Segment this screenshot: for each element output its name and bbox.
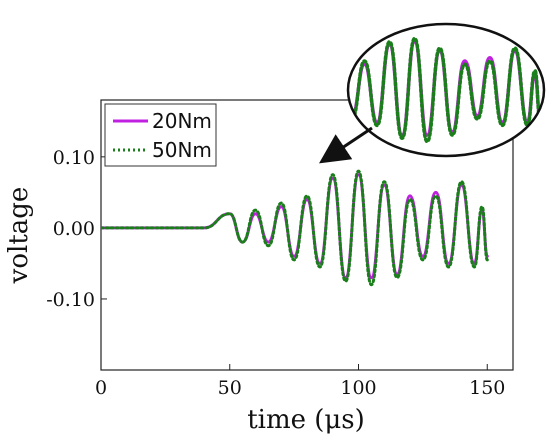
x-tick-label: 50 (218, 377, 242, 399)
inset-series-line-50Nm (350, 36, 542, 144)
x-tick-label: 100 (340, 377, 376, 399)
series-layer (101, 169, 489, 287)
legend-box (104, 103, 217, 167)
x-tick-label: 150 (469, 377, 505, 399)
x-axis-label: time (μs) (247, 405, 365, 435)
legend: 20Nm 50Nm (104, 103, 217, 167)
x-tick-label: 0 (95, 377, 107, 399)
zoom-arrow (319, 126, 373, 164)
inset-series-layer (350, 36, 542, 144)
zoom-inset (346, 22, 546, 158)
y-tick-label: -0.10 (46, 289, 95, 311)
y-tick-label: 0.10 (53, 147, 95, 169)
series-line-50Nm (101, 169, 489, 287)
y-axis-label: voltage (4, 187, 34, 285)
legend-label-20Nm: 20Nm (152, 109, 212, 133)
axis-ticks: 0 50 100 150 0.10 0.00 -0.10 (46, 147, 505, 399)
inset-border (346, 22, 546, 158)
y-tick-label: 0.00 (53, 218, 95, 240)
plot-frame (100, 99, 514, 371)
legend-label-50Nm: 50Nm (152, 138, 212, 162)
